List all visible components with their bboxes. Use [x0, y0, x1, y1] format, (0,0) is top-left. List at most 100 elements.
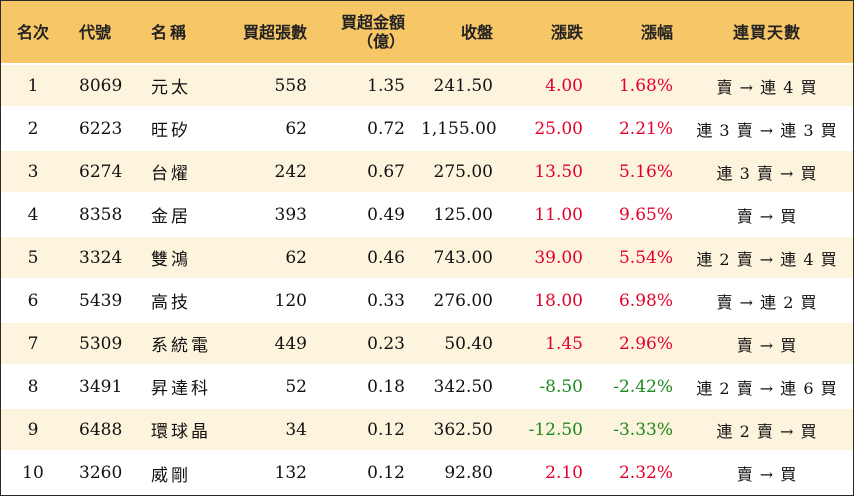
header-close: 收盤	[413, 1, 501, 65]
cell-change-pct: 9.65%	[591, 192, 681, 236]
table-row: 4 8358 金居 393 0.49 125.00 11.00 9.65% 賣 → 買	[1, 192, 853, 236]
cell-name: 高技	[135, 278, 223, 322]
cell-name: 系統電	[135, 321, 223, 365]
cell-change-pct: 2.96%	[591, 321, 681, 365]
cell-name: 環球晶	[135, 407, 223, 451]
cell-change: 13.50	[501, 149, 591, 193]
cell-close: 276.00	[413, 278, 501, 322]
cell-change-pct: 2.32%	[591, 450, 681, 494]
cell-change: 18.00	[501, 278, 591, 322]
cell-name: 元太	[135, 63, 223, 107]
cell-net-buy-lots: 393	[223, 192, 315, 236]
cell-rank: 3	[1, 149, 65, 193]
cell-change-pct: 5.54%	[591, 235, 681, 279]
cell-rank: 8	[1, 364, 65, 408]
cell-net-buy-lots: 62	[223, 106, 315, 150]
cell-rank: 4	[1, 192, 65, 236]
cell-streak: 賣 → 連 2 買	[681, 278, 853, 322]
cell-net-buy-lots: 62	[223, 235, 315, 279]
table-row: 3 6274 台燿 242 0.67 275.00 13.50 5.16% 連 3 賣 → 買	[1, 149, 853, 193]
cell-net-buy-amount: 1.35	[315, 63, 413, 107]
table-row: 8 3491 昇達科 52 0.18 342.50 -8.50 -2.42% 連 2 賣 → 連…	[1, 364, 853, 408]
cell-net-buy-lots: 34	[223, 407, 315, 451]
header-net-buy-lots: 買超張數	[223, 1, 315, 65]
cell-streak: 賣 → 買	[681, 321, 853, 365]
cell-change: 1.45	[501, 321, 591, 365]
header-change: 漲跌	[501, 1, 591, 65]
cell-close: 241.50	[413, 63, 501, 107]
cell-name: 昇達科	[135, 364, 223, 408]
cell-close: 342.50	[413, 364, 501, 408]
table-row: 9 6488 環球晶 34 0.12 362.50 -12.50 -3.33% 連 2 賣 → …	[1, 407, 853, 451]
cell-code: 3491	[65, 364, 135, 408]
table-row: 5 3324 雙鴻 62 0.46 743.00 39.00 5.54% 連 2 賣 → 連 4…	[1, 235, 853, 279]
cell-change-pct: 1.68%	[591, 63, 681, 107]
cell-change: 2.10	[501, 450, 591, 494]
cell-net-buy-amount: 0.18	[315, 364, 413, 408]
cell-name: 雙鴻	[135, 235, 223, 279]
cell-change: -8.50	[501, 364, 591, 408]
cell-code: 8358	[65, 192, 135, 236]
cell-streak: 連 2 賣 → 買	[681, 407, 853, 451]
cell-code: 5439	[65, 278, 135, 322]
cell-net-buy-lots: 132	[223, 450, 315, 494]
cell-net-buy-lots: 52	[223, 364, 315, 408]
cell-net-buy-amount: 0.33	[315, 278, 413, 322]
header-rank: 名次	[1, 1, 65, 65]
cell-streak: 連 2 賣 → 連 4 買	[681, 235, 853, 279]
cell-code: 3260	[65, 450, 135, 494]
header-net-buy-amount-line1: 買超金額	[340, 13, 405, 32]
cell-name: 旺矽	[135, 106, 223, 150]
cell-close: 125.00	[413, 192, 501, 236]
cell-change-pct: 2.21%	[591, 106, 681, 150]
cell-rank: 5	[1, 235, 65, 279]
cell-net-buy-amount: 0.46	[315, 235, 413, 279]
cell-change-pct: 6.98%	[591, 278, 681, 322]
cell-change: -12.50	[501, 407, 591, 451]
cell-code: 3324	[65, 235, 135, 279]
cell-name: 台燿	[135, 149, 223, 193]
cell-name: 威剛	[135, 450, 223, 494]
table-row: 2 6223 旺矽 62 0.72 1,155.00 25.00 2.21% 連 3 賣 → 連…	[1, 106, 853, 150]
cell-code: 6223	[65, 106, 135, 150]
cell-change: 39.00	[501, 235, 591, 279]
cell-streak: 賣 → 買	[681, 450, 853, 494]
cell-close: 50.40	[413, 321, 501, 365]
cell-close: 92.80	[413, 450, 501, 494]
header-code: 代號	[65, 1, 135, 65]
cell-net-buy-amount: 0.72	[315, 106, 413, 150]
cell-net-buy-lots: 558	[223, 63, 315, 107]
cell-change-pct: 5.16%	[591, 149, 681, 193]
cell-rank: 2	[1, 106, 65, 150]
cell-rank: 10	[1, 450, 65, 494]
header-net-buy-amount-line2: （億）	[356, 32, 405, 51]
header-name: 名稱	[135, 1, 223, 65]
cell-streak: 連 3 賣 → 買	[681, 149, 853, 193]
cell-close: 362.50	[413, 407, 501, 451]
cell-code: 6274	[65, 149, 135, 193]
cell-rank: 6	[1, 278, 65, 322]
cell-close: 275.00	[413, 149, 501, 193]
cell-net-buy-lots: 120	[223, 278, 315, 322]
cell-net-buy-amount: 0.12	[315, 407, 413, 451]
cell-net-buy-lots: 242	[223, 149, 315, 193]
cell-change: 11.00	[501, 192, 591, 236]
cell-rank: 7	[1, 321, 65, 365]
cell-streak: 連 3 賣 → 連 3 買	[681, 106, 853, 150]
cell-close: 1,155.00	[413, 106, 501, 150]
table-row: 10 3260 威剛 132 0.12 92.80 2.10 2.32% 賣 → 買	[1, 450, 853, 494]
cell-net-buy-amount: 0.67	[315, 149, 413, 193]
cell-net-buy-amount: 0.49	[315, 192, 413, 236]
cell-name: 金居	[135, 192, 223, 236]
cell-code: 6488	[65, 407, 135, 451]
cell-code: 8069	[65, 63, 135, 107]
cell-streak: 賣 → 買	[681, 192, 853, 236]
cell-net-buy-amount: 0.12	[315, 450, 413, 494]
cell-streak: 連 2 賣 → 連 6 買	[681, 364, 853, 408]
cell-change: 25.00	[501, 106, 591, 150]
cell-close: 743.00	[413, 235, 501, 279]
table-row: 7 5309 系統電 449 0.23 50.40 1.45 2.96% 賣 → 買	[1, 321, 853, 365]
cell-rank: 1	[1, 63, 65, 107]
